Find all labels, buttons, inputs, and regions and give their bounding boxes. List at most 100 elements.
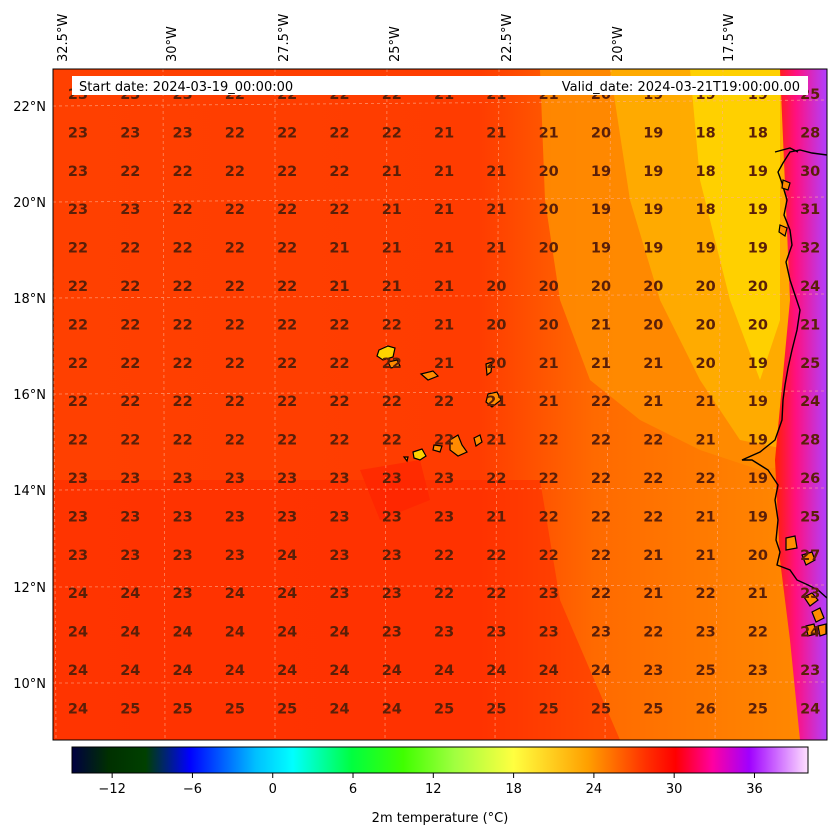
grid-value: 18 xyxy=(696,125,716,141)
grid-value: 20 xyxy=(486,317,506,333)
grid-value: 22 xyxy=(591,509,611,525)
grid-value: 22 xyxy=(329,125,349,141)
grid-value: 22 xyxy=(277,433,297,449)
grid-value: 20 xyxy=(539,202,559,218)
grid-value: 22 xyxy=(225,241,245,257)
grid-value: 21 xyxy=(748,586,768,602)
grid-value: 20 xyxy=(696,356,716,372)
grid-value: 24 xyxy=(225,586,245,602)
graticule xyxy=(53,69,827,740)
grid-value: 24 xyxy=(382,663,402,679)
grid-value: 23 xyxy=(329,586,349,602)
temperature-value-grid: 23 23 23 22 22 22 22 21 21 21 20 19 19 19 25 23 23 23 22 22… xyxy=(68,87,820,717)
grid-value: 21 xyxy=(539,125,559,141)
grid-value: 21 xyxy=(486,509,506,525)
grid-value: 22 xyxy=(591,394,611,410)
grid-value: 23 xyxy=(68,548,88,564)
grid-value: 22 xyxy=(120,164,140,180)
grid-value: 22 xyxy=(643,625,663,641)
grid-value: 24 xyxy=(800,701,820,717)
colorbar-tick-label: 24 xyxy=(586,782,603,797)
grid-value: 22 xyxy=(591,471,611,487)
grid-value: 22 xyxy=(68,433,88,449)
grid-value: 22 xyxy=(173,202,193,218)
grid-value: 21 xyxy=(696,509,716,525)
grid-value: 20 xyxy=(696,317,716,333)
grid-value: 20 xyxy=(486,356,506,372)
lat-label: 12°N xyxy=(13,581,46,596)
grid-value: 23 xyxy=(120,125,140,141)
grid-value: 21 xyxy=(643,394,663,410)
grid-value: 24 xyxy=(68,625,88,641)
grid-value: 22 xyxy=(643,433,663,449)
grid-value: 21 xyxy=(434,317,454,333)
grid-value: 25 xyxy=(225,701,245,717)
grid-value: 21 xyxy=(539,394,559,410)
grid-value: 24 xyxy=(68,586,88,602)
grid-value: 32 xyxy=(800,241,820,257)
grid-value: 21 xyxy=(434,241,454,257)
grid-value: 23 xyxy=(173,509,193,525)
lon-label: 25°W xyxy=(388,26,403,62)
grid-value: 24 xyxy=(120,625,140,641)
grid-value: 22 xyxy=(486,586,506,602)
grid-value: 24 xyxy=(225,663,245,679)
grid-value: 28 xyxy=(800,433,820,449)
grid-value: 25 xyxy=(591,701,611,717)
grid-value: 23 xyxy=(173,586,193,602)
grid-value: 21 xyxy=(696,394,716,410)
colorbar-tick-label: 12 xyxy=(425,782,442,797)
colorbar-tick-label: −6 xyxy=(183,782,202,797)
grid-value: 21 xyxy=(434,202,454,218)
grid-value: 19 xyxy=(748,356,768,372)
grid-value: 23 xyxy=(173,548,193,564)
grid-value: 22 xyxy=(643,471,663,487)
grid-value: 22 xyxy=(225,394,245,410)
grid-value: 20 xyxy=(748,317,768,333)
grid-value: 21 xyxy=(329,279,349,295)
grid-value: 22 xyxy=(120,317,140,333)
grid-value: 19 xyxy=(748,394,768,410)
grid-value: 23 xyxy=(800,663,820,679)
latitude-labels: 22°N 20°N 18°N 16°N 14°N 12°N 10°N xyxy=(13,100,46,692)
grid-value: 24 xyxy=(173,625,193,641)
grid-value: 25 xyxy=(643,701,663,717)
grid-value: 19 xyxy=(643,202,663,218)
grid-value: 22 xyxy=(120,241,140,257)
grid-value: 21 xyxy=(382,202,402,218)
grid-value: 23 xyxy=(277,509,297,525)
grid-value: 22 xyxy=(277,125,297,141)
grid-value: 22 xyxy=(748,625,768,641)
grid-value: 23 xyxy=(68,471,88,487)
lon-label: 17.5°W xyxy=(722,14,737,62)
grid-value: 20 xyxy=(748,279,768,295)
grid-value: 19 xyxy=(643,241,663,257)
grid-value: 25 xyxy=(434,701,454,717)
grid-value: 22 xyxy=(277,279,297,295)
grid-value: 19 xyxy=(591,202,611,218)
islands xyxy=(376,179,827,637)
grid-value: 22 xyxy=(434,394,454,410)
grid-value: 22 xyxy=(329,433,349,449)
grid-value: 22 xyxy=(382,394,402,410)
grid-value: 23 xyxy=(68,125,88,141)
grid-value: 23 xyxy=(382,625,402,641)
grid-value: 23 xyxy=(434,471,454,487)
grid-value: 20 xyxy=(643,317,663,333)
grid-value: 28 xyxy=(800,125,820,141)
lon-label: 20°W xyxy=(611,26,626,62)
grid-value: 21 xyxy=(486,241,506,257)
coastline xyxy=(741,147,827,599)
grid-value: 23 xyxy=(382,586,402,602)
grid-value: 21 xyxy=(696,548,716,564)
grid-value: 21 xyxy=(539,356,559,372)
grid-value: 21 xyxy=(329,241,349,257)
grid-value: 22 xyxy=(225,164,245,180)
colorbar-tick-label: 30 xyxy=(666,782,683,797)
grid-value: 23 xyxy=(434,625,454,641)
grid-value: 22 xyxy=(539,433,559,449)
grid-value: 21 xyxy=(800,317,820,333)
grid-value: 19 xyxy=(643,125,663,141)
grid-value: 23 xyxy=(173,125,193,141)
